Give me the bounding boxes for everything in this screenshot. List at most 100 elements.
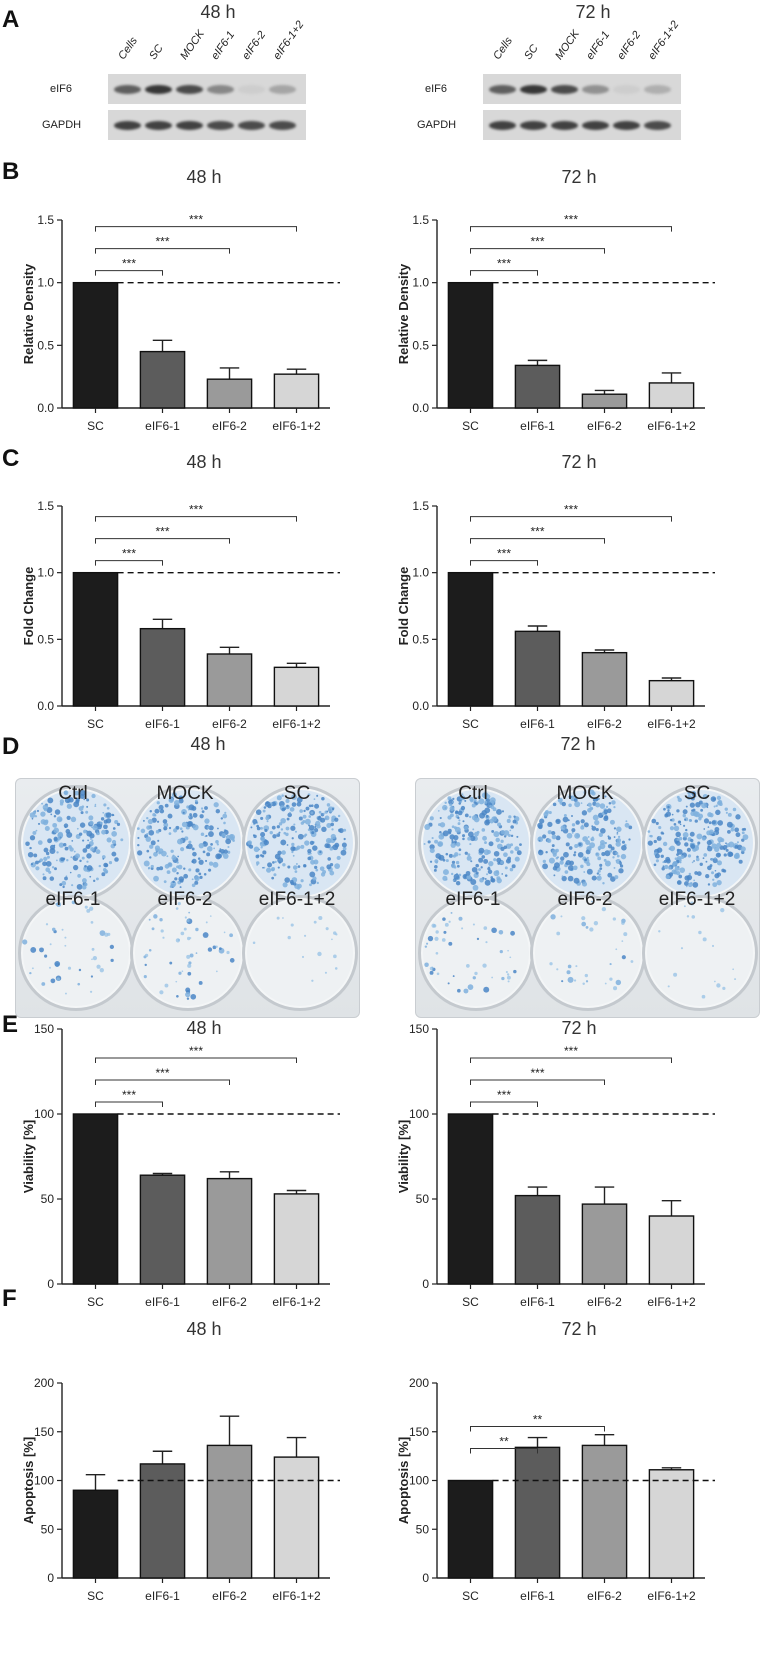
colony bbox=[474, 971, 478, 976]
colony bbox=[35, 866, 40, 871]
colony bbox=[496, 877, 502, 884]
colony bbox=[309, 840, 315, 845]
colony bbox=[82, 839, 85, 842]
well-label: Ctrl bbox=[458, 783, 488, 804]
y-tick-label: 0.0 bbox=[412, 401, 429, 415]
colony bbox=[592, 798, 596, 802]
colony bbox=[307, 793, 311, 797]
colony bbox=[167, 862, 173, 868]
colony bbox=[594, 819, 600, 826]
colony bbox=[70, 856, 73, 859]
colony bbox=[587, 836, 590, 838]
colony bbox=[217, 827, 219, 830]
significance-label: ** bbox=[499, 1435, 509, 1449]
colony bbox=[96, 964, 101, 969]
colony bbox=[427, 840, 431, 844]
colony bbox=[343, 828, 347, 832]
y-axis-label: Apoptosis [%] bbox=[396, 1437, 411, 1524]
well-label: SC bbox=[683, 783, 711, 804]
colony bbox=[451, 872, 454, 876]
colony bbox=[513, 815, 516, 818]
colony bbox=[462, 834, 466, 838]
colony bbox=[472, 923, 475, 926]
colony bbox=[281, 807, 286, 812]
colony bbox=[80, 811, 84, 815]
bar-sc bbox=[447, 571, 494, 707]
colony bbox=[684, 842, 689, 847]
colony bbox=[454, 810, 459, 815]
bar-sc bbox=[447, 281, 494, 409]
colony bbox=[458, 873, 462, 877]
blot-band bbox=[551, 85, 578, 94]
colony bbox=[702, 937, 707, 942]
colony bbox=[712, 857, 718, 864]
colony bbox=[555, 835, 561, 841]
panel-label-c: C bbox=[2, 445, 20, 472]
colony bbox=[508, 815, 512, 819]
significance-label: *** bbox=[530, 525, 544, 539]
colony bbox=[187, 815, 191, 818]
colony bbox=[621, 840, 625, 844]
colony-dots bbox=[143, 901, 235, 1000]
colony bbox=[559, 860, 564, 865]
colony bbox=[613, 836, 616, 838]
colony bbox=[514, 846, 520, 852]
colony-dots bbox=[549, 900, 634, 991]
colony bbox=[597, 856, 602, 861]
colony bbox=[116, 822, 121, 826]
bar-eif6-1-2 bbox=[648, 679, 695, 707]
colony bbox=[586, 868, 593, 875]
colony bbox=[691, 809, 694, 812]
colony bbox=[287, 865, 291, 869]
colony bbox=[319, 866, 325, 871]
colony bbox=[552, 866, 558, 871]
colony bbox=[114, 819, 119, 825]
blot-band bbox=[114, 85, 141, 94]
colony bbox=[106, 806, 110, 810]
colony bbox=[271, 801, 277, 807]
colony bbox=[537, 822, 543, 829]
colony bbox=[698, 800, 703, 805]
colony bbox=[571, 828, 576, 833]
colony bbox=[45, 860, 52, 867]
colony bbox=[219, 947, 222, 950]
colony bbox=[315, 868, 319, 872]
colony bbox=[481, 855, 486, 859]
colony bbox=[146, 816, 149, 820]
colony bbox=[618, 868, 624, 874]
colony bbox=[194, 799, 198, 803]
x-tick-label: eIF6-1+2 bbox=[647, 717, 696, 731]
x-tick-label: eIF6-1+2 bbox=[647, 1295, 696, 1309]
colony bbox=[176, 995, 179, 998]
colony bbox=[274, 860, 277, 864]
colony bbox=[506, 975, 511, 980]
colony bbox=[616, 854, 620, 858]
colony bbox=[308, 815, 312, 818]
colony bbox=[582, 881, 588, 887]
colony bbox=[693, 860, 695, 862]
colony bbox=[99, 930, 106, 936]
colony bbox=[155, 829, 160, 834]
colony bbox=[458, 802, 462, 805]
colony bbox=[469, 843, 472, 846]
bar-eif6-1 bbox=[139, 627, 186, 707]
colony bbox=[716, 842, 722, 848]
colony bbox=[738, 859, 743, 864]
colony bbox=[722, 986, 726, 991]
colony bbox=[472, 884, 479, 891]
colony bbox=[187, 936, 191, 941]
colony bbox=[102, 811, 105, 814]
colony bbox=[580, 819, 585, 824]
colony bbox=[447, 828, 452, 833]
colony bbox=[316, 881, 319, 885]
colony bbox=[281, 850, 286, 855]
colony bbox=[209, 915, 212, 917]
colony bbox=[613, 827, 617, 830]
colony bbox=[210, 843, 213, 846]
x-tick-label: eIF6-1+2 bbox=[272, 717, 321, 731]
colony bbox=[456, 864, 460, 868]
colony bbox=[39, 947, 44, 953]
colony bbox=[179, 886, 182, 889]
colony bbox=[542, 859, 547, 864]
colony bbox=[686, 795, 692, 800]
